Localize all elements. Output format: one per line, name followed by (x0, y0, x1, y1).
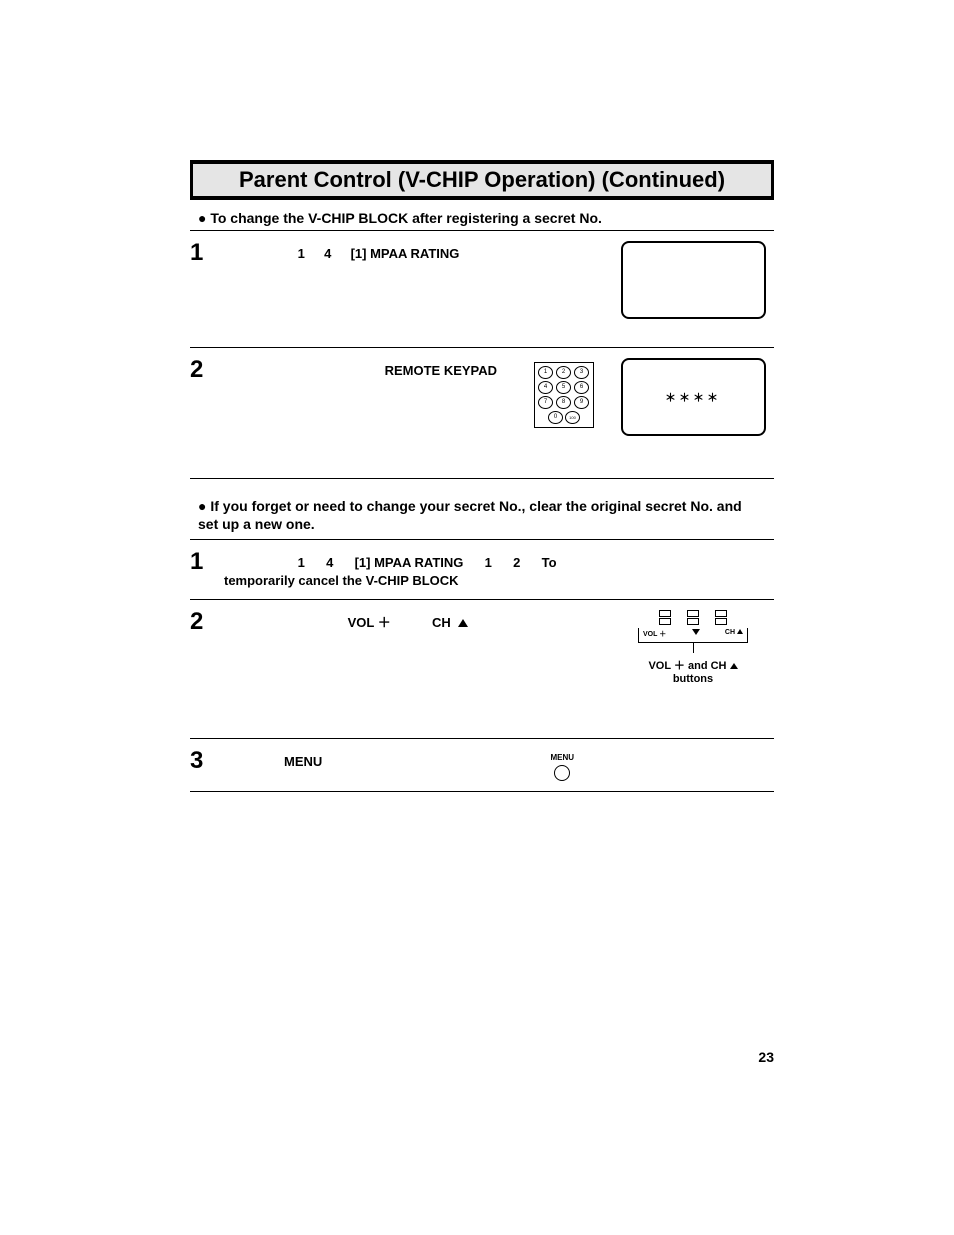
section-b-heading: ● If you forget or need to change your s… (198, 497, 774, 533)
step-number: 1 (190, 550, 224, 574)
step-row: 1 1 4 [1] MPAA RATING (190, 235, 774, 343)
triangle-up-icon (458, 619, 468, 627)
tv-button-icon (715, 610, 727, 630)
text: To (542, 555, 557, 570)
text: temporarily cancel the V-CHIP BLOCK (224, 573, 459, 588)
text: 1 (485, 555, 492, 570)
text: 4 (324, 246, 331, 261)
step-body: 1 4 [1] MPAA RATING (224, 241, 612, 263)
tv-screen: ＊＊＊＊ (621, 358, 766, 436)
divider (190, 347, 774, 348)
step-number: 2 (190, 610, 224, 634)
manual-page: Parent Control (V-CHIP Operation) (Conti… (0, 0, 954, 1235)
section-a-heading: ● To change the V-CHIP BLOCK after regis… (198, 210, 774, 226)
step-row: 1 1 4 [1] MPAA RATING 1 2 To temporarily… (190, 544, 774, 595)
step-row: 3 MENU MENU (190, 743, 774, 787)
tv-button-icon (659, 610, 671, 630)
divider (190, 599, 774, 600)
text: 1 (298, 246, 305, 261)
menu-button-icon (554, 765, 570, 781)
text: CH (432, 615, 451, 630)
label: CH (725, 629, 735, 636)
step-number: 2 (190, 358, 224, 382)
label: MENU (550, 753, 574, 764)
triangle-up-icon (730, 663, 738, 669)
text: [1] MPAA RATING (351, 246, 460, 261)
step-body: 1 4 [1] MPAA RATING 1 2 To temporarily c… (224, 550, 774, 589)
step-body: MENU MENU (224, 749, 612, 781)
divider (190, 738, 774, 739)
tv-screen (621, 241, 766, 319)
triangle-down-icon (692, 629, 700, 635)
step-number: 3 (190, 749, 224, 773)
tv-button-icon (687, 610, 699, 630)
page-number: 23 (758, 1049, 774, 1065)
tv-screen-figure: ＊＊＊＊ (612, 358, 774, 436)
text: 4 (326, 555, 333, 570)
connector-line (693, 643, 694, 653)
text: 1 (298, 555, 305, 570)
step-body: VOL ＋ CH (224, 610, 612, 632)
divider (190, 791, 774, 792)
divider (190, 539, 774, 540)
text: MENU (284, 753, 322, 771)
text: [1] MPAA RATING (355, 555, 464, 570)
triangle-up-icon (737, 629, 743, 634)
page-title: Parent Control (V-CHIP Operation) (Conti… (190, 160, 774, 200)
caption: VOL ＋ and CH buttons (648, 657, 737, 685)
tv-buttons-figure: VOL ＋ CH VOL ＋ and CH buttons (612, 610, 774, 685)
label: VOL ＋ (643, 629, 666, 639)
tv-screen-figure (612, 241, 774, 319)
divider (190, 230, 774, 231)
step-number: 1 (190, 241, 224, 265)
step-row: 2 REMOTE KEYPAD 123 456 789 0100 ＊＊＊＊ (190, 352, 774, 474)
menu-button-figure: MENU (550, 753, 574, 781)
remote-keypad-icon: 123 456 789 0100 (534, 362, 594, 428)
divider (190, 478, 774, 479)
text: VOL ＋ (348, 615, 391, 630)
step-row: 2 VOL ＋ CH VOL ＋ (190, 604, 774, 734)
text: REMOTE KEYPAD (385, 363, 497, 378)
text: 2 (513, 555, 520, 570)
step-body: REMOTE KEYPAD 123 456 789 0100 (224, 358, 612, 430)
